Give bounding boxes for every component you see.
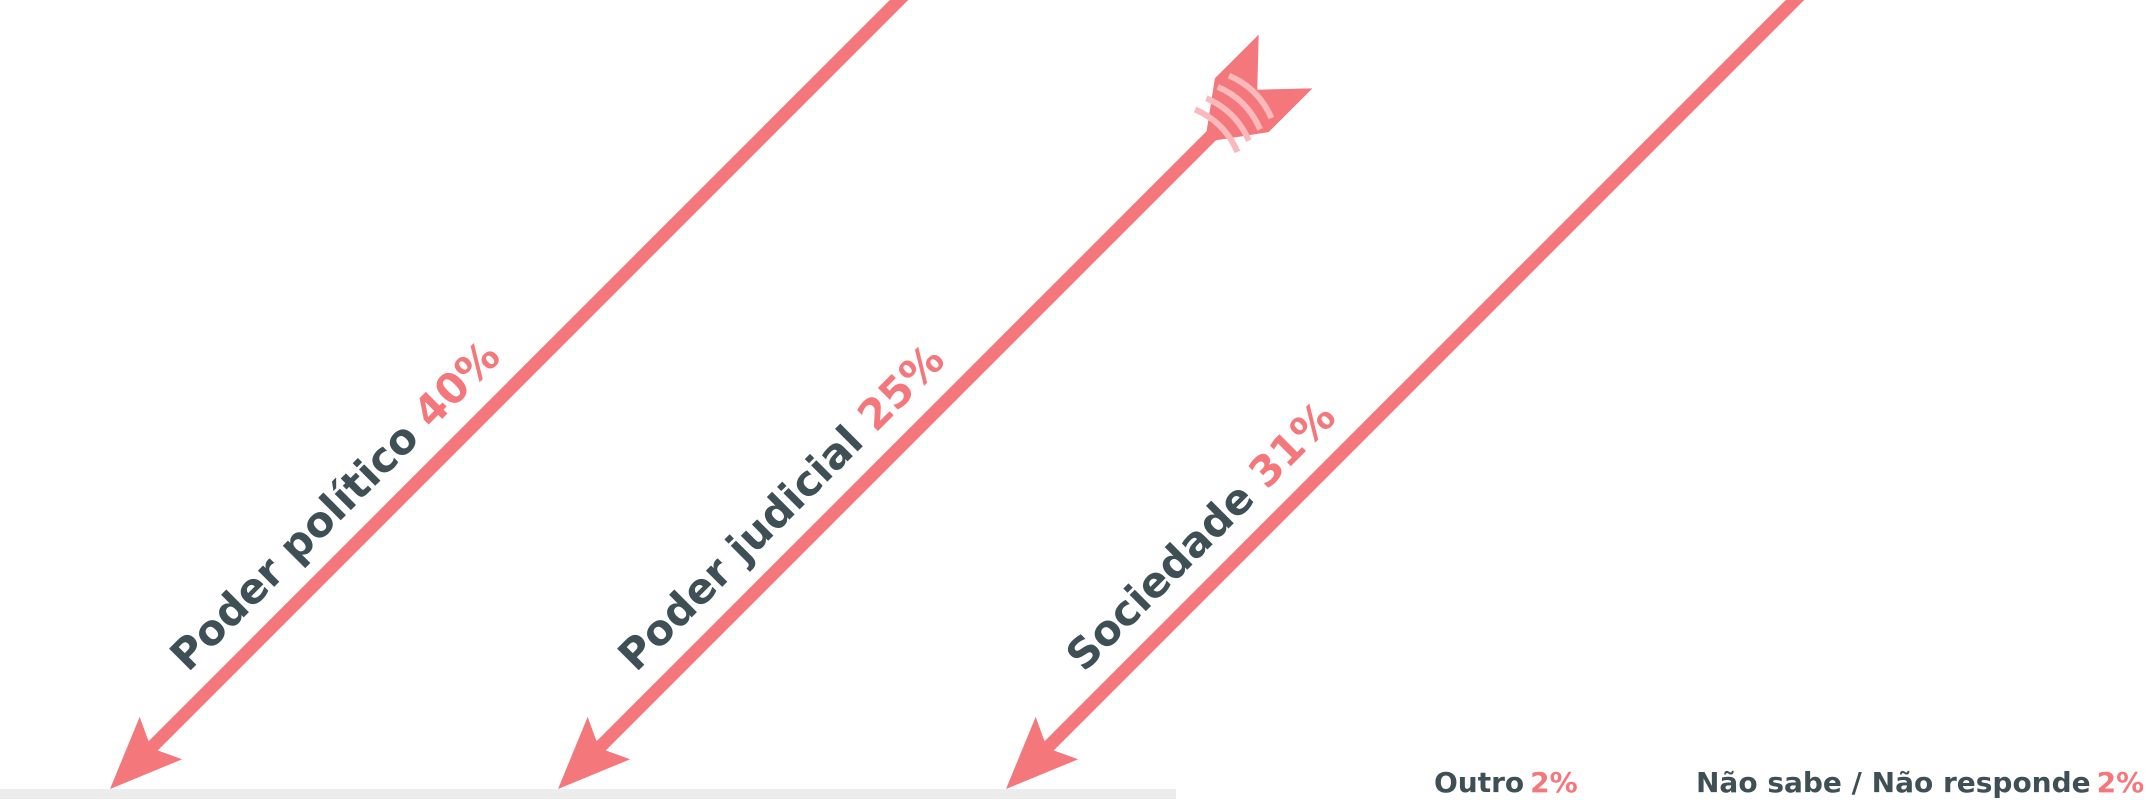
ground-bar xyxy=(0,789,1176,799)
arrow xyxy=(110,0,1175,789)
fletch-body xyxy=(1785,0,1919,10)
category-name: Poder judicial xyxy=(608,406,882,680)
fletch-stripe xyxy=(1205,95,1252,142)
fletch-stripe xyxy=(1193,106,1241,154)
arrow-fletching xyxy=(1193,34,1313,154)
category-value: 2% xyxy=(1530,766,1578,799)
arrow-shaft xyxy=(581,121,1226,766)
arrow-label: Sociedade 31% xyxy=(1056,392,1344,680)
arrow-head xyxy=(558,716,631,789)
category-name: Sociedade xyxy=(1056,463,1273,680)
label-nao-sabe: Não sabe / Não responde 2% xyxy=(1696,766,2144,800)
category-name: Não sabe / Não responde xyxy=(1696,766,2091,799)
fletch-stripe xyxy=(1216,84,1263,131)
category-name: Poder político xyxy=(160,402,438,680)
arrow-label: Poder judicial 25% xyxy=(608,335,953,680)
arrow xyxy=(558,34,1313,789)
arrow xyxy=(1006,0,1919,789)
arrows-group xyxy=(110,0,1919,789)
fletch-stripe xyxy=(1227,72,1275,120)
category-value: 2% xyxy=(2096,766,2145,799)
label-outro: Outro 2% xyxy=(1434,766,1578,800)
arrow-head xyxy=(1006,716,1079,789)
arrow-shaft xyxy=(1029,0,1833,766)
arrow-shaft xyxy=(133,0,1175,766)
arrow-fletching xyxy=(1785,0,1919,10)
arrow-label: Poder político 40% xyxy=(160,331,509,680)
category-name: Outro xyxy=(1434,766,1525,799)
arrow-head xyxy=(110,716,183,789)
